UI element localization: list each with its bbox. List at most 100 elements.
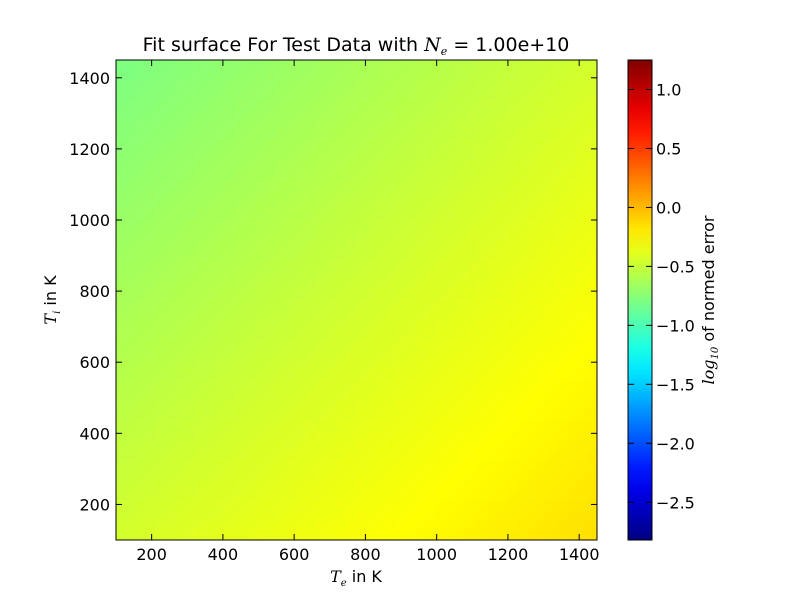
heatmap-cell [476, 380, 488, 391]
heatmap-cell [506, 450, 518, 461]
heatmap-cell [526, 420, 538, 431]
heatmap-cell [466, 360, 478, 371]
heatmap-cell [306, 450, 318, 461]
heatmap-cell [116, 340, 127, 351]
heatmap-cell [256, 140, 267, 151]
heatmap-cell [466, 220, 478, 231]
heatmap-cell [296, 110, 307, 121]
heatmap-cell [516, 180, 528, 191]
heatmap-cell [156, 530, 167, 540]
heatmap-cell [376, 240, 388, 251]
heatmap-cell [516, 300, 528, 311]
heatmap-cell [556, 70, 568, 81]
heatmap-cell [196, 430, 207, 441]
heatmap-cell [506, 290, 518, 301]
heatmap-cell [536, 210, 548, 221]
heatmap-cell [406, 90, 418, 101]
heatmap-cell [126, 250, 137, 261]
heatmap-cell [526, 290, 538, 301]
heatmap-cell [306, 270, 318, 281]
heatmap-cell [456, 340, 468, 351]
heatmap-cell [456, 270, 468, 281]
heatmap-cell [196, 220, 207, 231]
heatmap-cell [246, 290, 257, 301]
heatmap-cell [386, 280, 398, 291]
heatmap-cell [326, 170, 338, 181]
heatmap-cell [366, 480, 378, 491]
heatmap-cell [176, 520, 187, 531]
heatmap-cell [396, 250, 408, 261]
heatmap-cell [226, 210, 237, 221]
heatmap-cell [516, 500, 528, 511]
heatmap-cell [546, 440, 558, 451]
heatmap-cell [446, 130, 458, 141]
heatmap-cell [336, 310, 348, 321]
heatmap-cell [356, 200, 368, 211]
heatmap-cell [556, 130, 568, 141]
heatmap-cell [556, 160, 568, 171]
heatmap-cell [286, 480, 297, 491]
heatmap-cell [296, 290, 307, 301]
heatmap-cell [346, 140, 358, 151]
heatmap-cell [266, 70, 277, 81]
heatmap-cell [576, 150, 588, 161]
heatmap-cell [206, 350, 217, 361]
heatmap-cell [216, 370, 227, 381]
heatmap-cell [266, 370, 277, 381]
heatmap-cell [206, 120, 217, 131]
heatmap-cell [226, 160, 237, 171]
heatmap-cell [556, 310, 568, 321]
heatmap-cell [236, 340, 247, 351]
heatmap-cell [516, 230, 528, 241]
heatmap-cell [476, 250, 488, 261]
heatmap-cell [346, 130, 358, 141]
heatmap-cell [436, 230, 448, 241]
heatmap-cell [546, 60, 558, 71]
heatmap-cell [236, 520, 247, 531]
heatmap-cell [356, 140, 368, 151]
heatmap-cell [506, 240, 518, 251]
heatmap-cell [336, 330, 348, 341]
x-tick-label: 200 [136, 545, 167, 564]
heatmap-cell [406, 150, 418, 161]
heatmap-cell [306, 60, 318, 71]
heatmap-cell [516, 60, 528, 71]
heatmap-cell [336, 220, 348, 231]
heatmap-cell [446, 170, 458, 181]
heatmap-cell [526, 320, 538, 331]
heatmap-cell [566, 530, 578, 540]
heatmap-cell [166, 530, 177, 540]
heatmap-cell [406, 280, 418, 291]
heatmap-cell [356, 280, 368, 291]
heatmap-cell [566, 360, 578, 371]
heatmap-cell [386, 520, 398, 531]
heatmap-cell [306, 140, 318, 151]
heatmap-cell [556, 210, 568, 221]
heatmap-cell [576, 500, 588, 511]
heatmap-cell [166, 270, 177, 281]
heatmap-cell [206, 110, 217, 121]
heatmap-cell [336, 130, 348, 141]
heatmap-cell [486, 530, 498, 540]
heatmap-cell [166, 360, 177, 371]
heatmap-cell [236, 500, 247, 511]
heatmap-cell [196, 460, 207, 471]
heatmap-cell [586, 270, 597, 281]
heatmap-cell [346, 230, 358, 241]
heatmap-cell [546, 280, 558, 291]
heatmap-cell [416, 380, 428, 391]
heatmap-cell [366, 380, 378, 391]
heatmap-cell [506, 210, 518, 221]
heatmap-cell [586, 410, 597, 421]
heatmap-cell [236, 300, 247, 311]
heatmap-cell [246, 510, 257, 521]
heatmap-cell [366, 430, 378, 441]
heatmap-cell [246, 140, 257, 151]
heatmap-cell [466, 180, 478, 191]
heatmap-cell [296, 350, 307, 361]
heatmap-cell [346, 170, 358, 181]
heatmap-cell [176, 250, 187, 261]
heatmap-cell [546, 430, 558, 441]
heatmap-cell [196, 340, 207, 351]
heatmap-cell [256, 240, 267, 251]
